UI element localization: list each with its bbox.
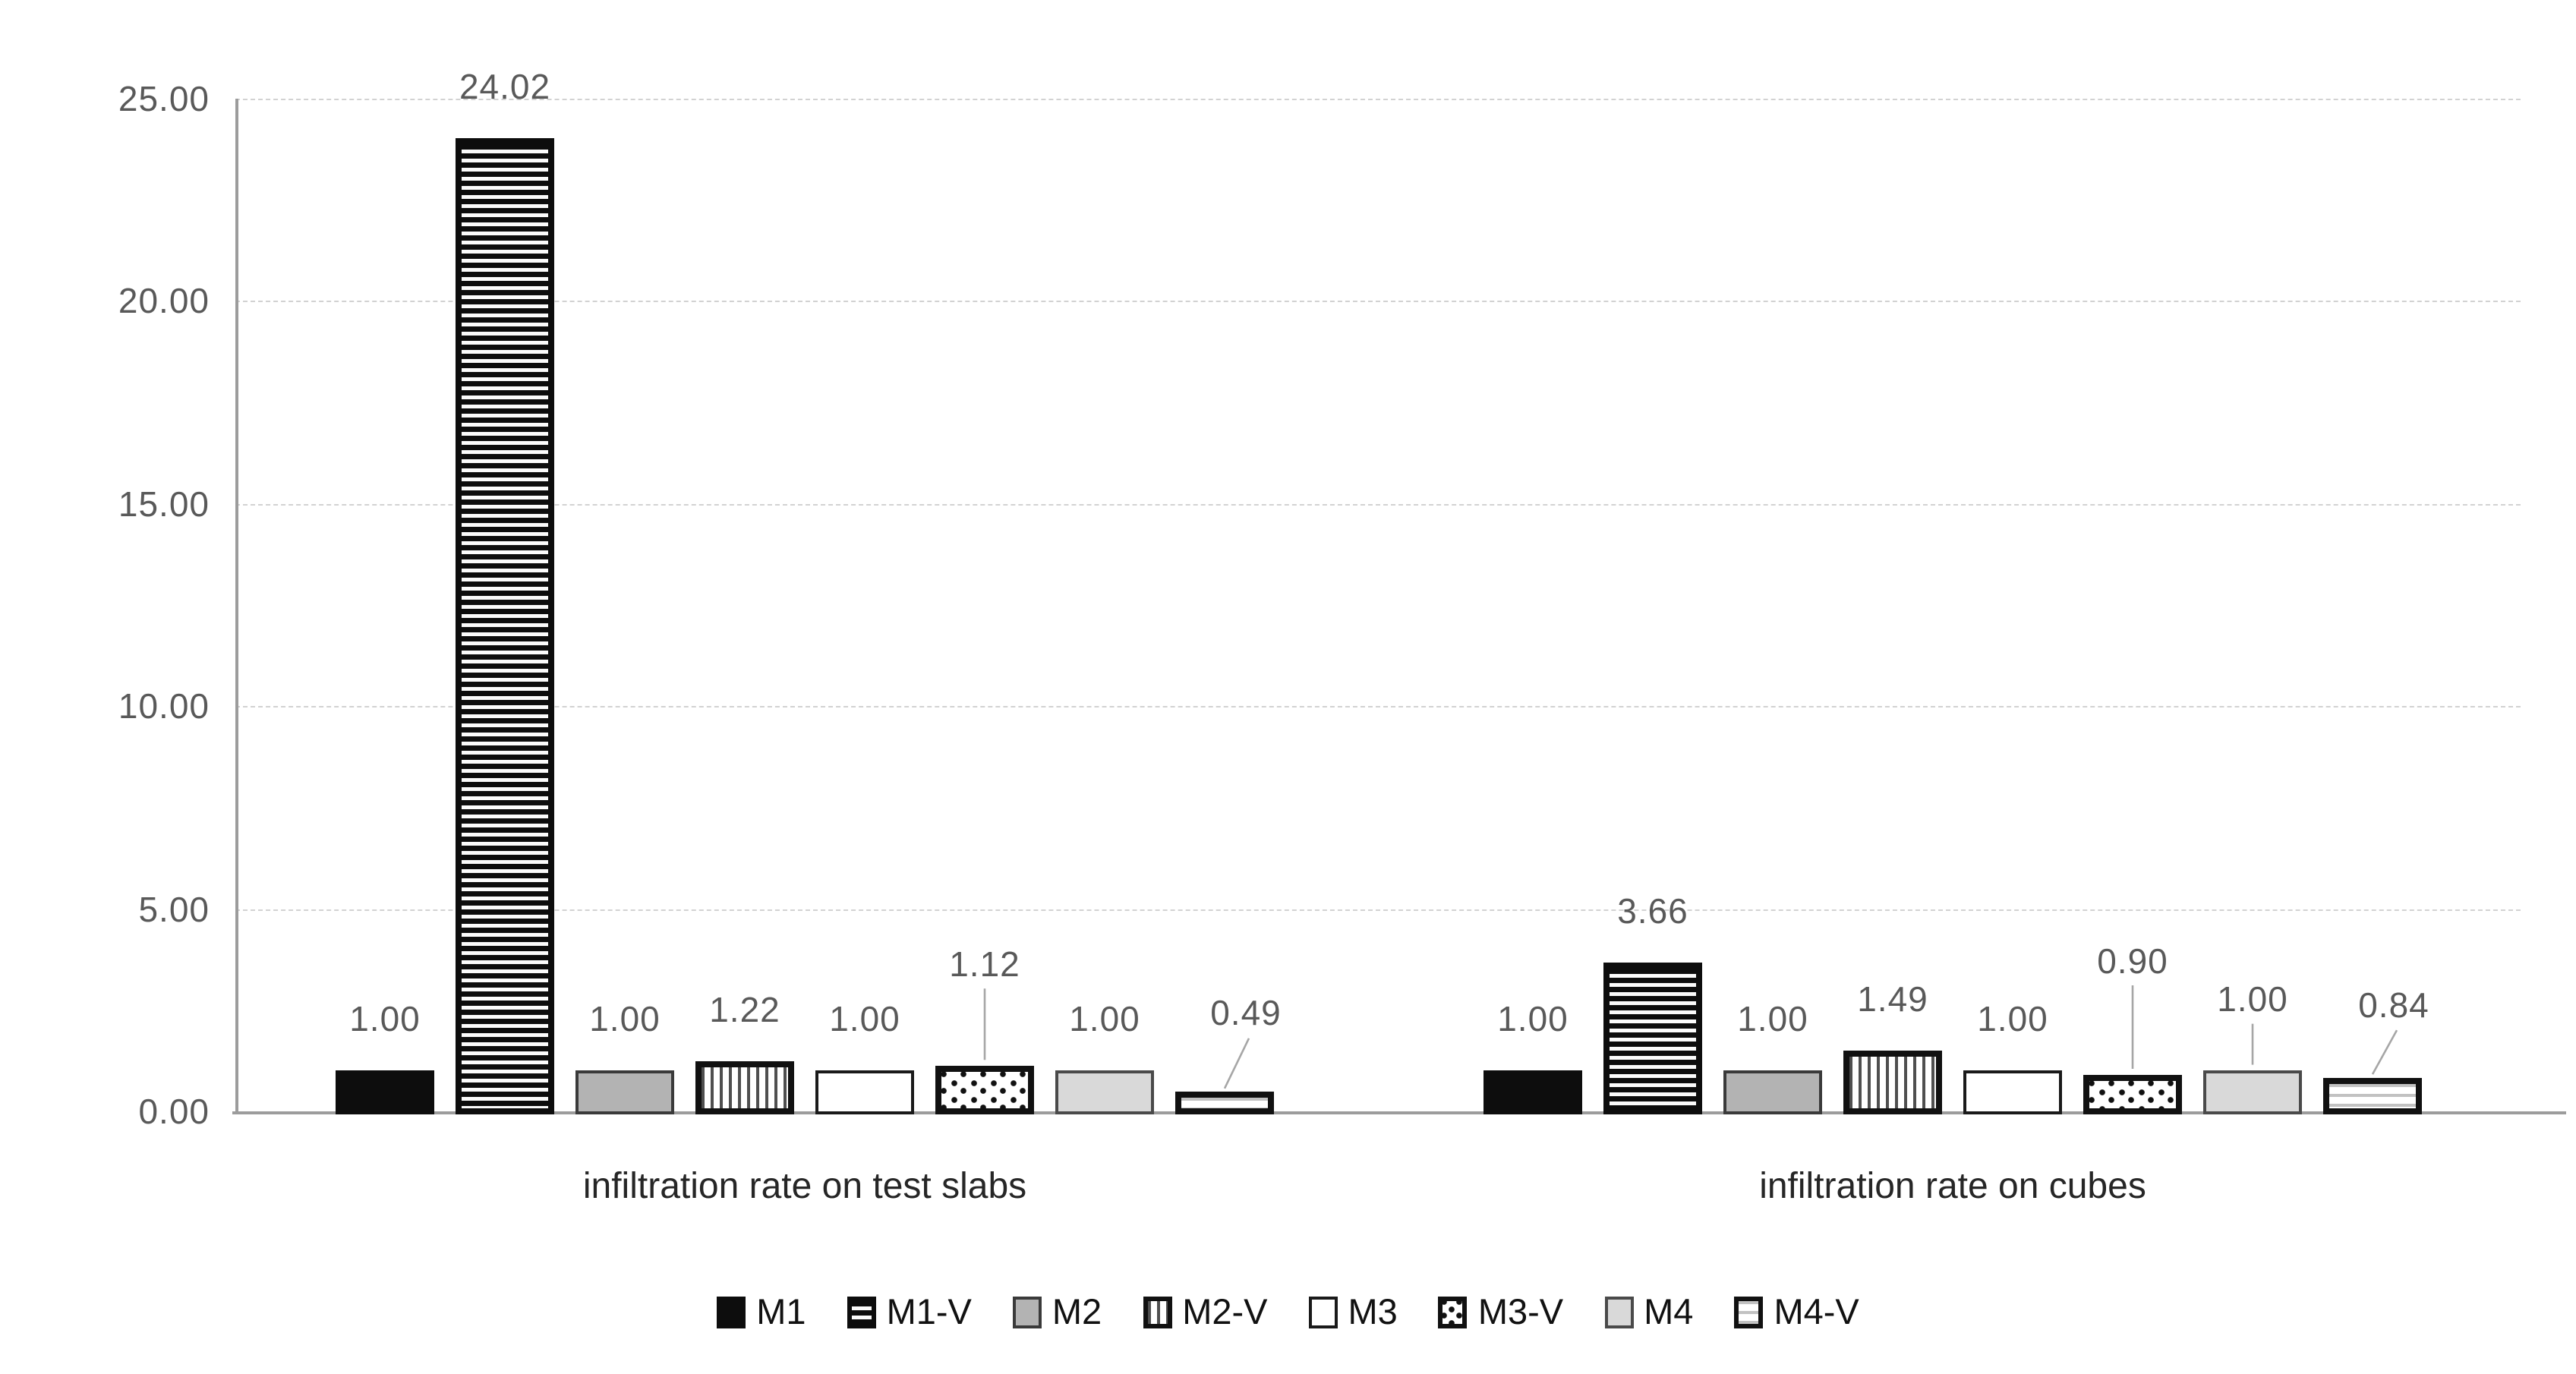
data-label-M4-V-group2: 0.84 — [2358, 985, 2429, 1025]
legend-label-M1-V: M1-V — [886, 1292, 972, 1331]
bar-M1-group1 — [336, 1070, 434, 1114]
data-label-M2-group2: 1.00 — [1737, 999, 1808, 1039]
legend-label-M4: M4 — [1644, 1292, 1694, 1331]
legend-swatch-M1 — [717, 1297, 746, 1328]
y-tick-label: 25.00 — [118, 79, 210, 118]
legend-item-M3: M3 — [1308, 1292, 1398, 1333]
category-label-1: infiltration rate on test slabs — [582, 1166, 1027, 1207]
gridline — [235, 706, 2521, 708]
bar-M2-group1 — [575, 1070, 674, 1114]
leader-line — [2371, 1029, 2398, 1075]
legend-swatch-M4-V — [1734, 1297, 1764, 1328]
data-label-M3-group2: 1.00 — [1977, 999, 2048, 1039]
gridline — [235, 301, 2521, 303]
data-label-M1-group2: 1.00 — [1497, 999, 1569, 1039]
data-label-M1-group1: 1.00 — [349, 999, 421, 1039]
data-label-M2-group1: 1.00 — [589, 999, 661, 1039]
legend-item-M4-V: M4-V — [1734, 1292, 1859, 1333]
chart-legend: M1 M1-V M2 M2-V M3 M3-V M4 M4-V — [0, 1292, 2576, 1333]
legend-item-M1: M1 — [717, 1292, 806, 1333]
y-tick-label: 20.00 — [118, 281, 210, 321]
bar-M2-group2 — [1723, 1070, 1822, 1114]
gridline — [235, 909, 2521, 911]
bar-M4-group1 — [1055, 1070, 1154, 1114]
y-tick-label: 15.00 — [118, 484, 210, 524]
bar-M1-V-group2 — [1603, 963, 1702, 1114]
legend-item-M2-V: M2-V — [1143, 1292, 1268, 1333]
y-tick-label: 0.00 — [138, 1092, 210, 1131]
legend-swatch-M2-V — [1143, 1297, 1172, 1328]
bar-M3-V-group2 — [2083, 1074, 2182, 1114]
data-label-M3-V-group1: 1.12 — [949, 944, 1020, 985]
bar-M4-V-group2 — [2323, 1077, 2422, 1114]
legend-label-M3: M3 — [1348, 1292, 1398, 1331]
legend-label-M1: M1 — [756, 1292, 806, 1331]
bar-M2-V-group1 — [695, 1061, 794, 1114]
bar-M4-V-group1 — [1175, 1091, 1274, 1114]
bar-M2-V-group2 — [1843, 1051, 1942, 1114]
data-label-M1-V-group2: 3.66 — [1617, 891, 1688, 931]
legend-label-M2-V: M2-V — [1182, 1292, 1268, 1331]
bar-M1-V-group1 — [456, 138, 554, 1114]
legend-label-M3-V: M3-V — [1477, 1292, 1564, 1331]
bar-M3-group1 — [815, 1070, 914, 1114]
x-axis-line — [232, 1111, 2566, 1114]
data-label-M4-group2: 1.00 — [2217, 979, 2288, 1019]
bar-M4-group2 — [2203, 1070, 2302, 1114]
data-label-M1-V-group1: 24.02 — [459, 67, 551, 107]
data-label-M2-V-group1: 1.22 — [709, 990, 780, 1030]
legend-swatch-M1-V — [847, 1297, 876, 1328]
legend-swatch-M4 — [1604, 1297, 1634, 1328]
legend-swatch-M3 — [1308, 1297, 1338, 1328]
category-label-2: infiltration rate on cubes — [1759, 1166, 2146, 1207]
data-label-M4-group1: 1.00 — [1069, 999, 1140, 1039]
data-label-M2-V-group2: 1.49 — [1857, 979, 1928, 1019]
leader-line — [1223, 1038, 1250, 1089]
legend-swatch-M2 — [1012, 1297, 1042, 1328]
gridline — [235, 99, 2521, 100]
bar-M3-V-group1 — [935, 1066, 1034, 1114]
legend-item-M4: M4 — [1604, 1292, 1693, 1333]
data-label-M3-V-group2: 0.90 — [2097, 941, 2168, 981]
legend-item-M2: M2 — [1012, 1292, 1102, 1333]
legend-swatch-M3-V — [1438, 1297, 1468, 1328]
bar-M1-group2 — [1483, 1070, 1582, 1114]
legend-label-M4-V: M4-V — [1774, 1292, 1859, 1331]
gridline — [235, 503, 2521, 506]
y-tick-label: 10.00 — [118, 686, 210, 726]
y-tick-label: 5.00 — [138, 889, 210, 929]
legend-item-M1-V: M1-V — [847, 1292, 972, 1333]
y-axis-line — [235, 99, 238, 1113]
bar-M3-group2 — [1963, 1070, 2062, 1114]
legend-item-M3-V: M3-V — [1438, 1292, 1564, 1333]
legend-label-M2: M2 — [1052, 1292, 1102, 1331]
data-label-M3-group1: 1.00 — [829, 999, 900, 1039]
data-label-M4-V-group1: 0.49 — [1210, 992, 1282, 1032]
